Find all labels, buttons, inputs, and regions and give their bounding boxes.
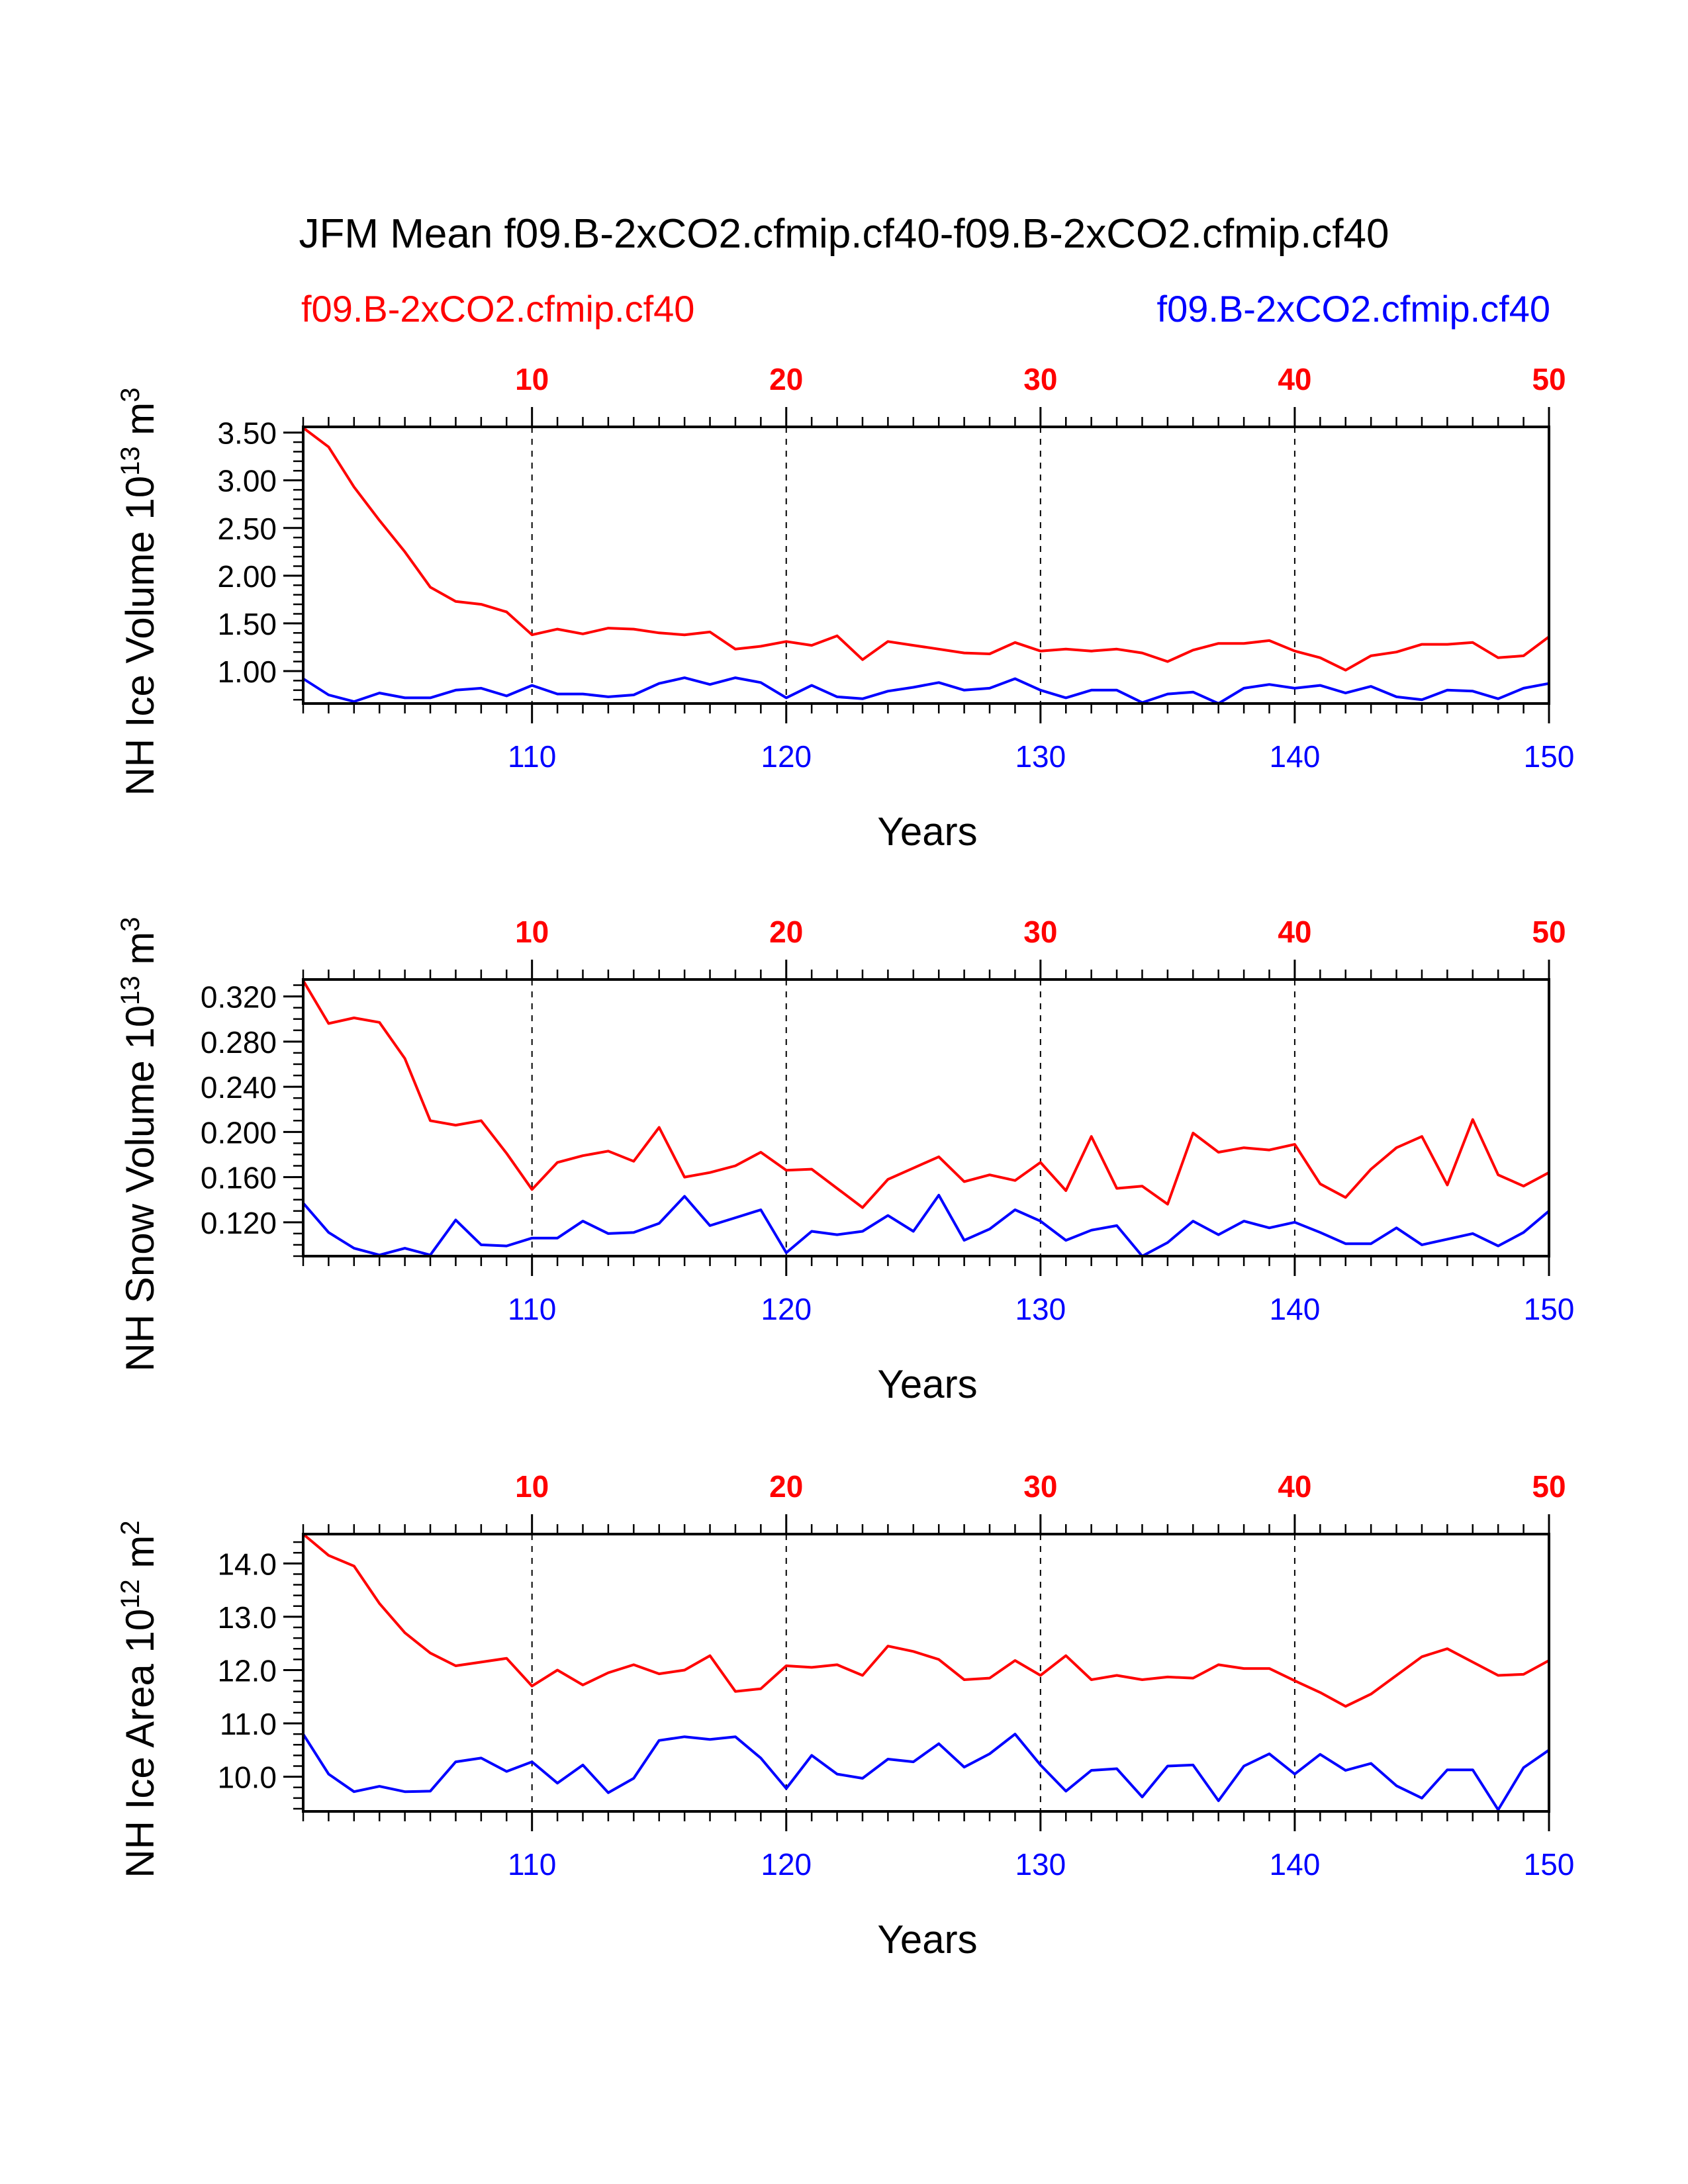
y-tick-label: 0.240	[201, 1070, 277, 1105]
x-bottom-tick-label: 120	[761, 1847, 812, 1882]
x-bottom-tick-label: 110	[508, 1292, 556, 1326]
x-bottom-tick-label: 110	[508, 1847, 556, 1882]
y-tick-label: 2.50	[217, 512, 277, 546]
series-line-blue	[302, 1193, 1550, 1257]
y-tick-label: 3.00	[217, 464, 277, 498]
x-bottom-tick-label: 150	[1524, 1847, 1575, 1882]
y-tick-label: 1.50	[217, 607, 277, 641]
plot-frame	[302, 978, 1550, 1257]
series-line-red	[302, 426, 1550, 672]
plot-frame	[302, 1533, 1550, 1813]
x-bottom-tick-label: 140	[1270, 1847, 1321, 1882]
panels-group: 1.00 1.50 2.00 2.50 3.00 3.50 10 20 30 40 50 110 120…	[116, 362, 1574, 1962]
y-tick-label: 12.0	[217, 1653, 277, 1688]
plot-frame	[302, 426, 1550, 705]
x-top-tick-label: 10	[515, 362, 549, 396]
x-axis-label: Years	[877, 1917, 977, 1962]
y-axis-label: NH Snow Volume 1013 m3	[116, 917, 162, 1371]
y-axis-label: NH Ice Area 1012 m2	[116, 1520, 162, 1878]
x-top-tick-label: 50	[1532, 1469, 1566, 1504]
y-tick-label: 0.200	[201, 1115, 277, 1150]
y-tick-label: 13.0	[217, 1600, 277, 1635]
x-bottom-tick-label: 140	[1270, 1292, 1321, 1326]
x-top-tick-label: 40	[1278, 915, 1311, 949]
x-top-tick-label: 40	[1278, 362, 1311, 396]
x-bottom-tick-label: 130	[1015, 1847, 1066, 1882]
y-tick-label: 3.50	[217, 416, 277, 451]
x-top-tick-label: 40	[1278, 1469, 1311, 1504]
y-tick-label: 11.0	[220, 1707, 277, 1741]
panel-2: 0.120 0.160 0.200 0.240 0.280 0.320 10 20 30 40 50…	[116, 915, 1574, 1406]
x-top-tick-label: 10	[515, 915, 549, 949]
x-top-tick-label: 20	[769, 915, 803, 949]
series-line-blue	[302, 1733, 1550, 1811]
x-bottom-tick-label: 120	[761, 739, 812, 774]
y-tick-label: 10.0	[217, 1760, 277, 1795]
x-top-tick-label: 50	[1532, 362, 1566, 396]
x-axis-label: Years	[877, 1362, 977, 1406]
legend-red-label: f09.B-2xCO2.cfmip.cf40	[301, 288, 694, 330]
x-top-tick-label: 20	[769, 362, 803, 396]
x-bottom-tick-label: 110	[508, 739, 556, 774]
y-tick-label: 14.0	[217, 1547, 277, 1581]
series-line-red	[302, 1533, 1550, 1708]
x-bottom-tick-label: 140	[1270, 739, 1321, 774]
y-tick-label: 0.160	[201, 1161, 277, 1195]
x-top-tick-label: 50	[1532, 915, 1566, 949]
figure-title: JFM Mean f09.B-2xCO2.cfmip.cf40-f09.B-2x…	[299, 211, 1389, 257]
series-line-blue	[302, 676, 1550, 705]
x-top-tick-label: 30	[1023, 915, 1057, 949]
x-top-tick-label: 30	[1023, 362, 1057, 396]
x-top-tick-label: 30	[1023, 1469, 1057, 1504]
y-tick-label: 0.320	[201, 980, 277, 1015]
series-line-red	[302, 979, 1550, 1209]
y-tick-label: 0.120	[201, 1206, 277, 1240]
panel-1: 1.00 1.50 2.00 2.50 3.00 3.50 10 20 30 40 50 110 120…	[116, 362, 1574, 854]
y-tick-label: 0.280	[201, 1025, 277, 1060]
x-bottom-tick-label: 130	[1015, 1292, 1066, 1326]
x-top-tick-label: 20	[769, 1469, 803, 1504]
y-axis-label: NH Ice Volume 1013 m3	[116, 388, 162, 796]
y-tick-label: 2.00	[217, 559, 277, 594]
x-top-tick-label: 10	[515, 1469, 549, 1504]
legend-blue-label: f09.B-2xCO2.cfmip.cf40	[1157, 288, 1550, 330]
x-bottom-tick-label: 130	[1015, 739, 1066, 774]
x-bottom-tick-label: 150	[1524, 1292, 1575, 1326]
x-bottom-tick-label: 150	[1524, 739, 1575, 774]
x-axis-label: Years	[877, 809, 977, 854]
x-bottom-tick-label: 120	[761, 1292, 812, 1326]
panel-3: 10.0 11.0 12.0 13.0 14.0 10 20 30 40 50 110 120 130 1…	[116, 1469, 1574, 1962]
y-tick-label: 1.00	[217, 655, 277, 689]
